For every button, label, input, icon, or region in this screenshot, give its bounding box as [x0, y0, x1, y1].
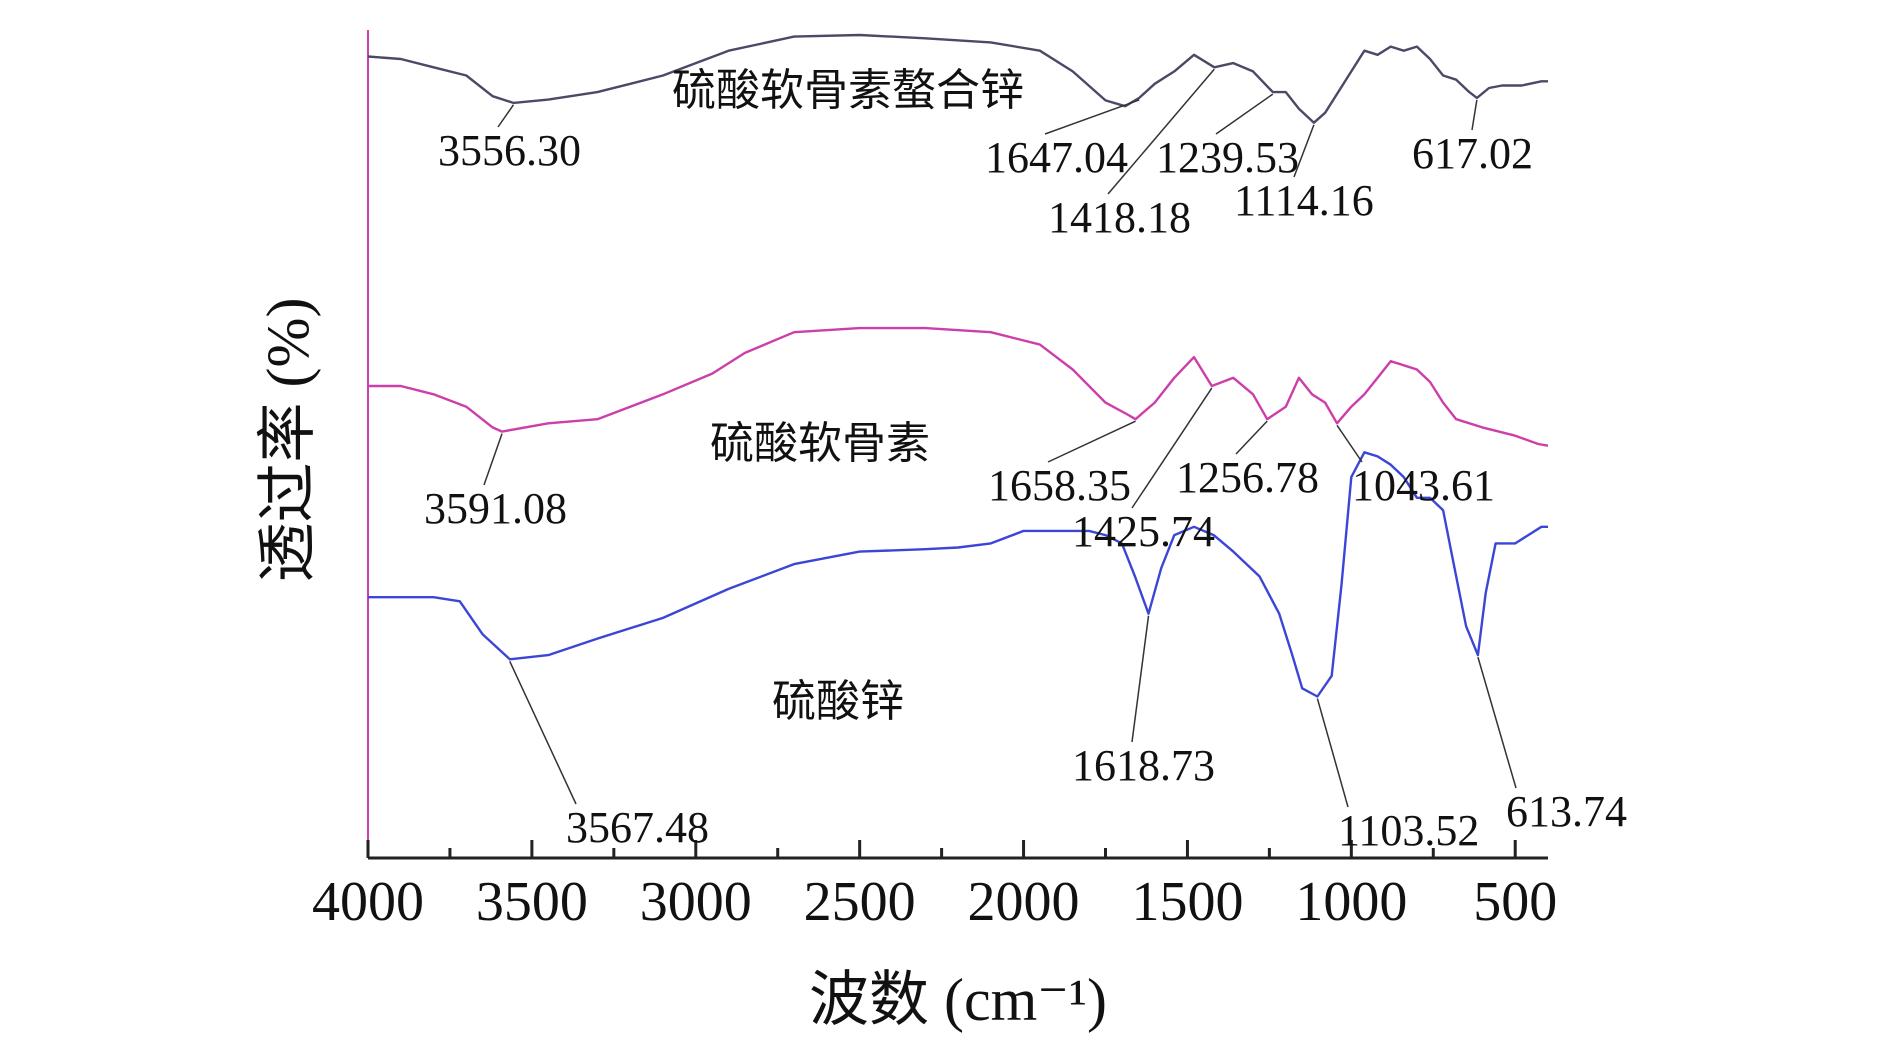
x-tick-label: 1000 — [1295, 871, 1407, 933]
x-tick-label: 2500 — [804, 871, 916, 933]
series-name-label: 硫酸软骨素螯合锌 — [672, 65, 1024, 116]
peak-label: 1418.18 — [1048, 193, 1191, 242]
x-tick-label: 2000 — [968, 871, 1080, 933]
x-ticks — [366, 840, 1517, 858]
x-tick-label: 4000 — [312, 871, 424, 933]
x-tick-label: 3500 — [476, 871, 588, 933]
series-name-label: 硫酸软骨素 — [710, 418, 930, 469]
peak-leader-line — [1235, 420, 1268, 455]
series-line-1 — [368, 326, 1549, 447]
peak-label: 1647.04 — [985, 133, 1128, 182]
peak-label: 1618.73 — [1072, 741, 1215, 790]
peak-leader-lines — [483, 68, 1517, 808]
peak-label: 1658.35 — [988, 461, 1131, 510]
peak-label: 613.74 — [1506, 787, 1627, 836]
peak-label: 1239.53 — [1156, 133, 1299, 182]
x-axis-title: 波数 (cm⁻¹) — [809, 967, 1107, 1033]
x-tick-label: 500 — [1473, 871, 1557, 933]
peak-leader-line — [1131, 387, 1213, 509]
peak-label: 1425.74 — [1072, 507, 1215, 556]
peak-label: 617.02 — [1412, 129, 1533, 178]
peak-leader-line — [1293, 124, 1315, 178]
x-tick-label: 3000 — [640, 871, 752, 933]
series-line-2 — [368, 451, 1548, 698]
series-line-0 — [367, 33, 1548, 124]
peak-label: 1114.16 — [1234, 176, 1374, 225]
series-lines — [367, 33, 1549, 698]
peak-leader-line — [497, 104, 515, 128]
peak-leader-line — [1131, 615, 1150, 743]
y-axis-title: 透过率 (%) — [255, 298, 321, 583]
peak-leader-line — [483, 433, 503, 486]
peak-leader-line — [1047, 420, 1136, 463]
x-tick-labels: 4000 3500 3000 2500 2000 1500 1000 500 — [312, 871, 1557, 933]
peak-label: 3556.30 — [438, 126, 581, 175]
peak-label: 1103.52 — [1338, 806, 1479, 855]
peak-leader-line — [1477, 656, 1517, 789]
peak-label: 1043.61 — [1352, 461, 1495, 510]
peak-label: 1256.78 — [1176, 453, 1319, 502]
peak-leader-line — [1044, 99, 1140, 135]
peak-leader-line — [1215, 93, 1274, 135]
peak-leader-line — [1107, 68, 1215, 195]
peak-leader-line — [1471, 99, 1478, 131]
peak-label: 3591.08 — [424, 484, 567, 533]
peak-leader-line — [1316, 698, 1349, 808]
peak-label: 3567.48 — [566, 803, 709, 852]
peak-leader-line — [509, 660, 577, 805]
peak-leader-line — [1336, 424, 1363, 463]
x-tick-label: 1500 — [1131, 871, 1243, 933]
series-name-label: 硫酸锌 — [772, 676, 904, 727]
